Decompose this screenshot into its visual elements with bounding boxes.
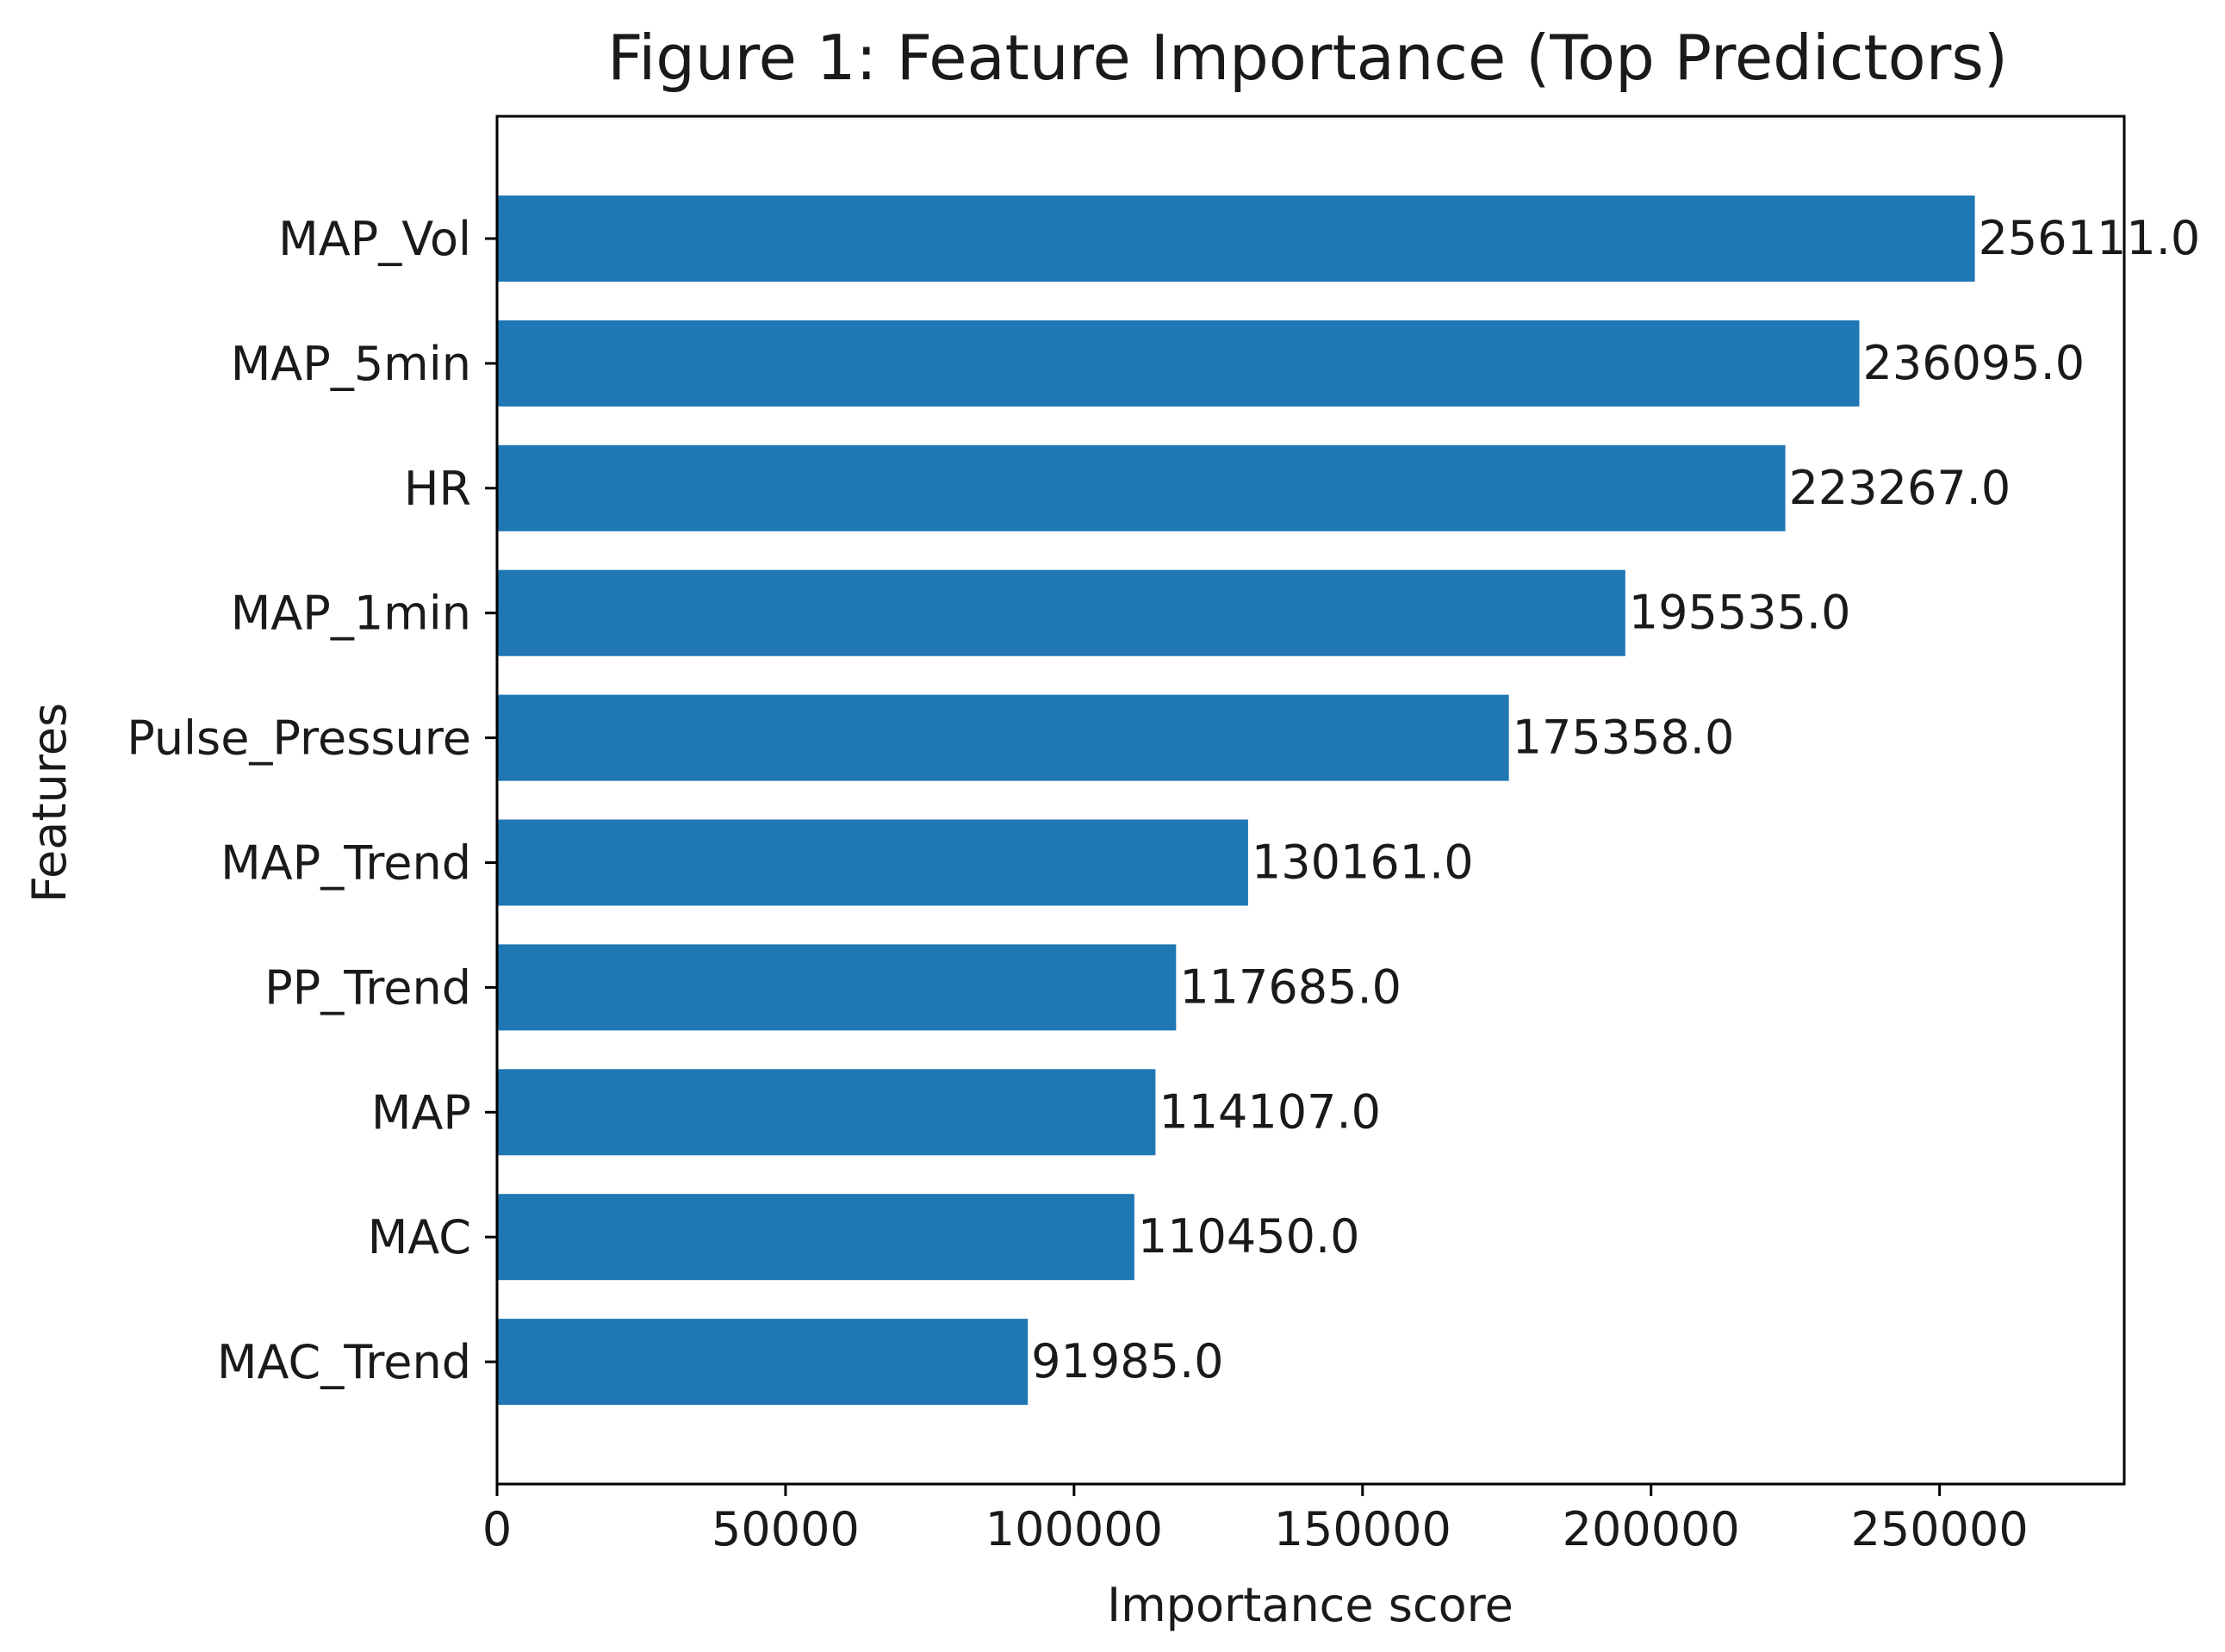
chart-title: Figure 1: Feature Importance (Top Predic… [607,22,2008,94]
y-tick-label: MAP_1min [231,587,471,641]
value-labels-layer: 256111.0 236095.0 223267.0 195535.0 175358.0… [1031,211,2200,1388]
bar-map [497,1069,1156,1156]
x-tick-label: 250000 [1851,1502,2029,1556]
y-tick-label: Pulse_Pressure [127,711,471,766]
x-axis: 0 50000 100000 150000 200000 250000 [482,1484,2029,1556]
y-axis-title: Features [22,703,77,903]
bar-map-5min [497,320,1860,407]
bar-pulse-pressure [497,694,1509,781]
value-label: 91985.0 [1031,1334,1223,1388]
value-label: 236095.0 [1863,336,2085,390]
y-tick-label: MAP [371,1085,471,1140]
value-label: 117685.0 [1179,960,1402,1014]
x-tick-label: 0 [482,1502,512,1556]
value-label: 195535.0 [1629,586,1851,640]
bar-hr [497,444,1786,531]
y-tick-label: MAP_Vol [278,212,471,266]
value-label: 130161.0 [1252,835,1474,890]
y-tick-label: MAP_Trend [221,836,471,891]
y-tick-label: PP_Trend [264,960,471,1015]
value-label: 223267.0 [1789,461,2011,515]
bar-pp-trend [497,944,1177,1031]
value-label: 110450.0 [1138,1209,1360,1264]
bars-layer [497,196,1975,1406]
x-tick-label: 150000 [1274,1502,1451,1556]
value-label: 175358.0 [1513,711,1735,765]
x-tick-label: 100000 [985,1502,1163,1556]
bar-mac-trend [497,1319,1029,1406]
bar-map-trend [497,819,1248,906]
y-axis: MAP_Vol MAP_5min HR MAP_1min Pulse_Pressure M… [127,212,497,1389]
value-label: 114107.0 [1159,1084,1381,1139]
plot-frame [495,115,2126,1486]
y-tick-label: MAC_Trend [217,1335,471,1389]
x-axis-title: Importance score [1107,1578,1513,1632]
bar-mac [497,1194,1134,1281]
y-tick-label: HR [404,462,471,516]
x-tick-label: 200000 [1563,1502,1740,1556]
x-tick-label: 50000 [712,1502,860,1556]
bar-map-vol [497,196,1975,282]
y-tick-label: MAP_5min [231,337,471,391]
bar-map-1min [497,569,1625,656]
y-tick-label: MAC [368,1210,471,1264]
value-label: 256111.0 [1979,211,2201,265]
